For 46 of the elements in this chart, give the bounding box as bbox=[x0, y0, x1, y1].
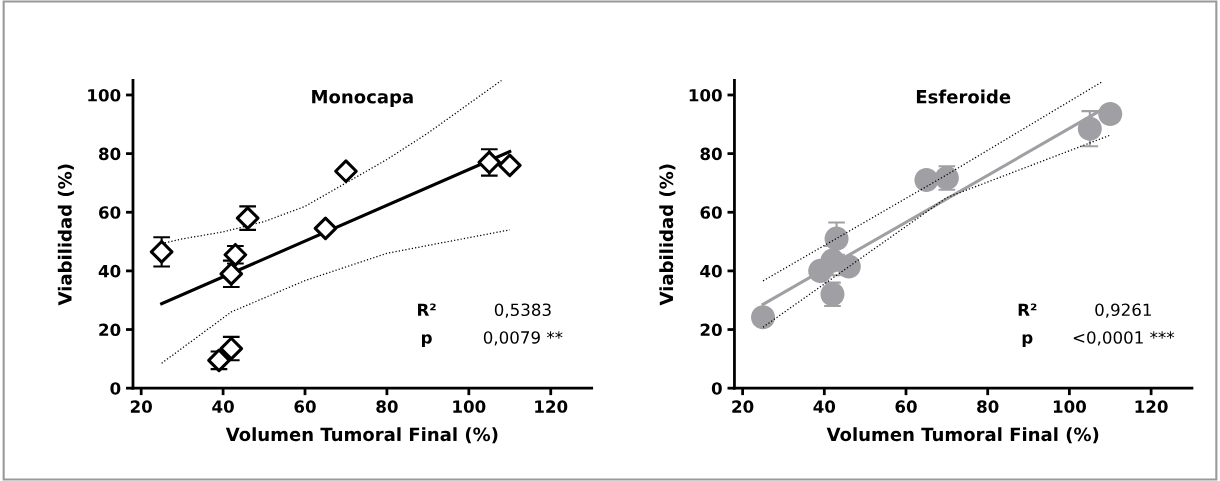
annotation: 0,0079 ** bbox=[483, 331, 563, 346]
annotation: R² bbox=[418, 303, 436, 316]
x-tick-label: 60 bbox=[895, 400, 917, 413]
y-tick-label: 80 bbox=[700, 147, 722, 161]
x-tick-label: 60 bbox=[294, 400, 316, 413]
point bbox=[334, 159, 358, 184]
x-tick-label: 80 bbox=[376, 400, 398, 413]
x-tick-label: 20 bbox=[130, 400, 152, 413]
annotation: 0,9261 bbox=[1095, 303, 1151, 318]
point bbox=[313, 216, 338, 241]
x-tick-label: 120 bbox=[535, 400, 568, 413]
annotation: <0,0001 *** bbox=[1073, 331, 1175, 346]
y-tick-label: 60 bbox=[99, 206, 121, 219]
y-tick-label: 40 bbox=[98, 264, 121, 278]
x-tick-label: 120 bbox=[1135, 400, 1168, 413]
x-tick-label: 20 bbox=[732, 400, 754, 413]
annotation: 0,5383 bbox=[494, 303, 551, 318]
annotation: p bbox=[422, 334, 432, 347]
point bbox=[836, 254, 861, 279]
point bbox=[1077, 116, 1102, 141]
x-tick-label: 40 bbox=[813, 400, 836, 413]
x-tick-label: 80 bbox=[977, 400, 999, 413]
x-axis-title: Volumen Tumoral Final (%) bbox=[826, 427, 1099, 444]
y-tick-label: 100 bbox=[88, 88, 121, 102]
y-tick-label: 0 bbox=[711, 382, 722, 395]
text: Monocapa bbox=[312, 90, 413, 108]
chart-title: Esferoide bbox=[916, 89, 1011, 104]
y-tick-label: 20 bbox=[700, 323, 722, 337]
point bbox=[824, 226, 849, 251]
annotation: R² bbox=[1018, 303, 1037, 316]
point bbox=[751, 305, 776, 330]
y-tick-label: 40 bbox=[700, 264, 722, 278]
x-axis-title: Volumen Tumoral Final (%) bbox=[225, 427, 498, 444]
x-tick-label: 40 bbox=[212, 400, 234, 413]
x-tick-label: 100 bbox=[1053, 400, 1086, 413]
annotation: p bbox=[1022, 334, 1033, 347]
y-tick-label: 20 bbox=[99, 323, 121, 337]
y-axis-title: Viabilidad (%) bbox=[659, 164, 676, 306]
point bbox=[497, 153, 522, 178]
y-tick-label: 0 bbox=[110, 382, 121, 395]
x-tick-label: 100 bbox=[453, 400, 486, 413]
y-axis-title: Viabilidad (%) bbox=[57, 164, 74, 306]
point bbox=[1098, 102, 1123, 127]
y-tick-label: 80 bbox=[99, 147, 121, 161]
y-tick-label: 100 bbox=[689, 88, 722, 102]
y-tick-label: 60 bbox=[700, 206, 722, 219]
